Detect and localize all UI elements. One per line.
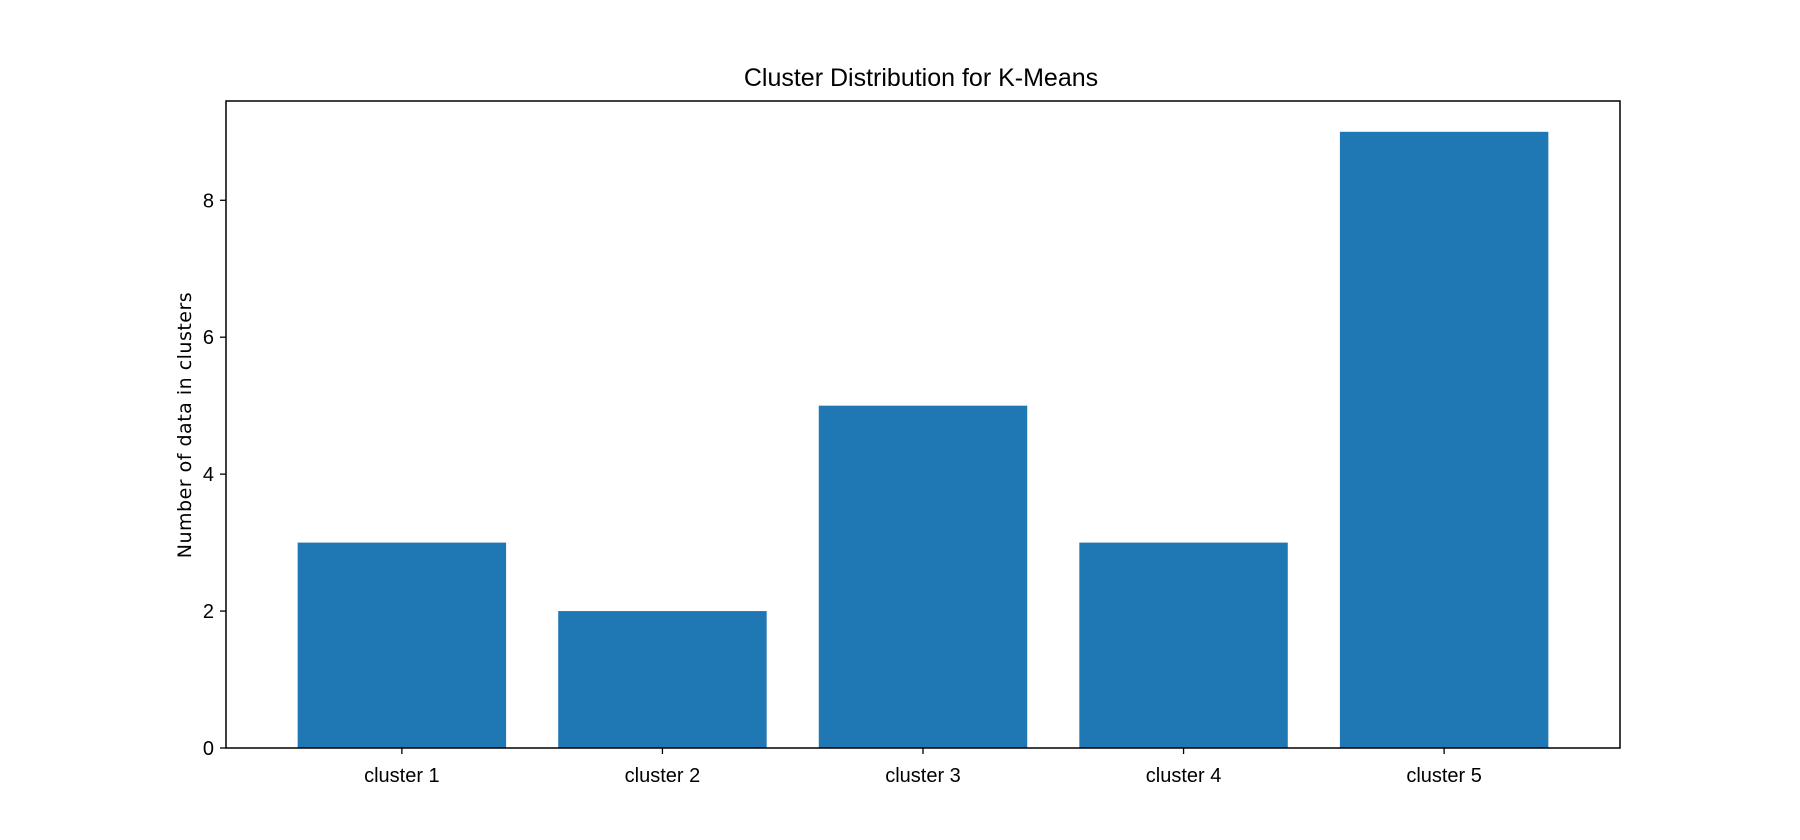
x-tick-label: cluster 2 — [625, 765, 701, 787]
x-tick-label: cluster 1 — [364, 765, 440, 787]
bar-2 — [558, 611, 767, 748]
bar-5 — [1339, 131, 1549, 749]
bar-3 — [818, 405, 1028, 748]
y-axis-label: Number of data in clusters — [174, 292, 196, 558]
x-axis-ticks: cluster 1 cluster 2 cluster 3 cluster 4 clus… — [364, 748, 1482, 787]
y-tick-label: 6 — [203, 327, 214, 349]
chart-title: Cluster Distribution for K-Means — [744, 64, 1098, 92]
bar-4 — [1079, 542, 1288, 748]
y-tick-label: 2 — [203, 601, 214, 623]
y-tick-label: 0 — [203, 738, 214, 760]
x-tick-label: cluster 4 — [1146, 765, 1222, 787]
x-tick-label: cluster 5 — [1406, 765, 1482, 787]
x-tick-label: cluster 3 — [885, 765, 961, 787]
y-axis-ticks: 0 2 4 6 8 — [203, 190, 226, 760]
plot-frame — [225, 100, 1621, 749]
y-tick-label: 8 — [203, 190, 214, 212]
bar-1 — [297, 542, 507, 748]
bars-group — [297, 131, 1549, 749]
y-tick-label: 4 — [203, 464, 214, 486]
